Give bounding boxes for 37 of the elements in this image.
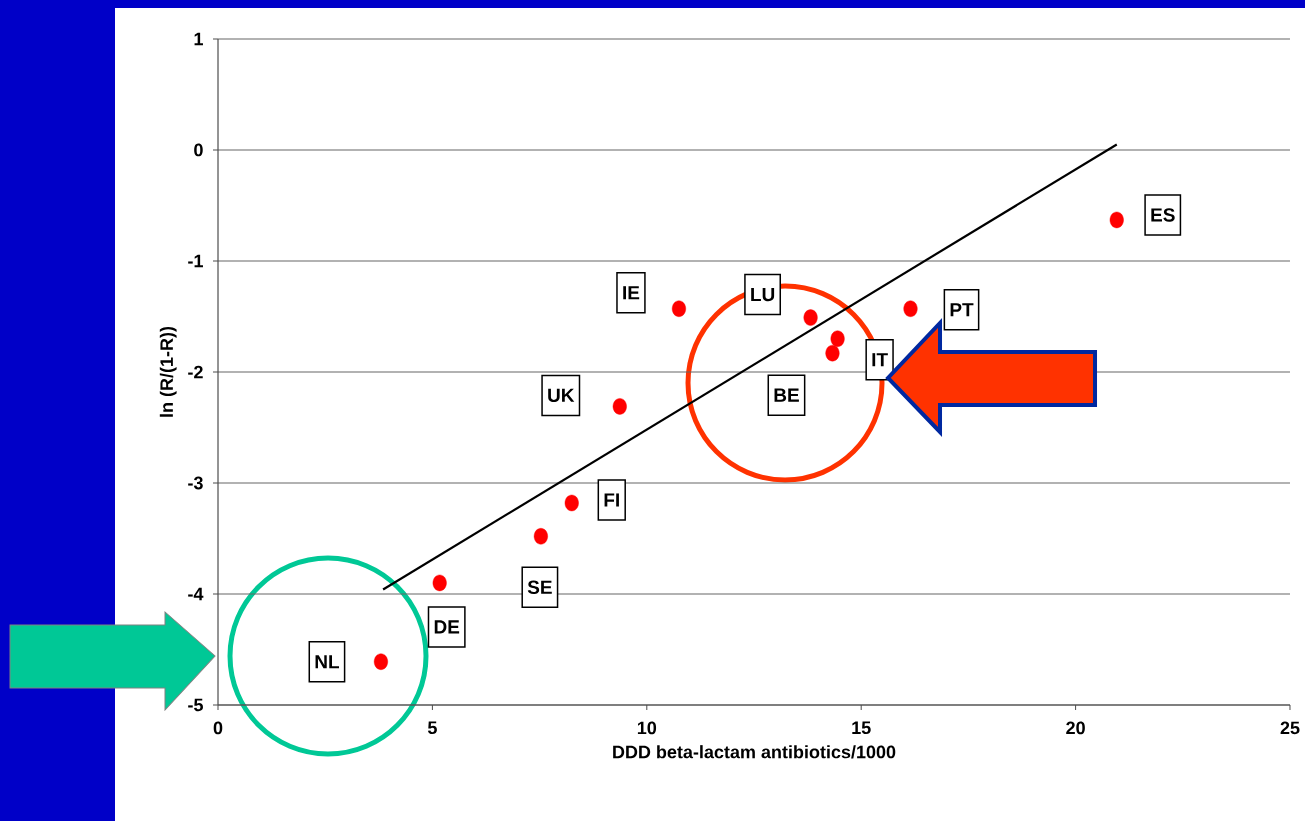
annotation: FI (604, 493, 619, 507)
annotation: NL (315, 655, 340, 669)
x-tick-label: 25 (1280, 721, 1300, 735)
x-tick-label: 0 (213, 721, 223, 735)
y-tick-label: -2 (188, 365, 203, 379)
point (1109, 211, 1124, 229)
y-tick-label: -3 (188, 476, 203, 490)
y-axis-title: ln (R/(1-R)) (159, 326, 177, 417)
point (671, 300, 686, 317)
annotation: DE (434, 620, 460, 634)
x-tick-label: 15 (852, 721, 871, 735)
point (432, 574, 447, 592)
point (533, 528, 548, 545)
x-tick-label: 10 (637, 721, 657, 735)
annotation: ES (1151, 208, 1175, 222)
annotation: BE (774, 388, 799, 402)
y-tick-label: -1 (188, 254, 203, 268)
y-tick-label: -5 (188, 698, 203, 712)
y-tick-label: 0 (194, 143, 203, 157)
x-axis-title: DDD beta-lactam antibiotics/1000 (613, 745, 896, 759)
point (830, 330, 845, 347)
point (825, 344, 840, 362)
x-tick-label: 5 (427, 721, 437, 735)
y-tick-label: -4 (188, 587, 204, 601)
point (612, 398, 627, 415)
annotation: IT (872, 353, 888, 367)
point (803, 309, 818, 326)
point (564, 494, 579, 512)
annotation: IE (623, 286, 640, 300)
y-tick-label: 1 (194, 32, 203, 46)
annotation: PT (950, 303, 974, 317)
x-tick-label: 20 (1066, 721, 1085, 735)
point (373, 653, 388, 670)
point (903, 300, 918, 317)
annotation: SE (527, 580, 552, 595)
annotation: LU (751, 287, 775, 302)
annotation: UK (548, 388, 575, 403)
